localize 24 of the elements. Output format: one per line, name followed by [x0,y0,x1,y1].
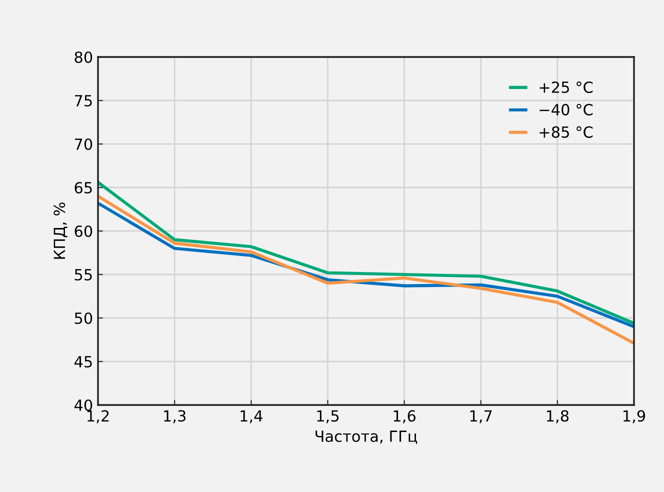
legend-label: +85 °C [540,126,593,138]
y-tick-label: 65 [74,182,92,194]
y-tick-label: 55 [74,269,92,281]
legend-label: +25 °C [540,81,593,94]
x-tick-label: 1,9 [624,410,646,424]
x-tick-label: 1,5 [317,410,339,424]
y-tick-label: 45 [74,356,92,368]
x-tick-label: 1,2 [88,410,109,424]
y-tick-label: 60 [74,225,92,238]
x-axis-title: Частота, ГГц [316,430,418,444]
y-tick-label: 50 [74,312,92,324]
x-tick-label: 1,6 [394,410,416,424]
x-tick-label: 1,7 [470,410,492,424]
line-series [98,180,634,325]
x-tick-label: 1,4 [240,410,262,424]
y-tick-label: 75 [74,95,92,107]
y-tick-label: 70 [74,138,92,150]
y-tick-label: 80 [74,51,92,64]
x-tick-label: 1,8 [546,410,569,424]
y-tick-label: 40 [74,399,92,412]
x-tick-label: 1,3 [164,410,186,424]
line-series [98,194,634,345]
y-axis-title: КПД, % [54,202,68,259]
legend-label: −40 °C [540,104,593,116]
